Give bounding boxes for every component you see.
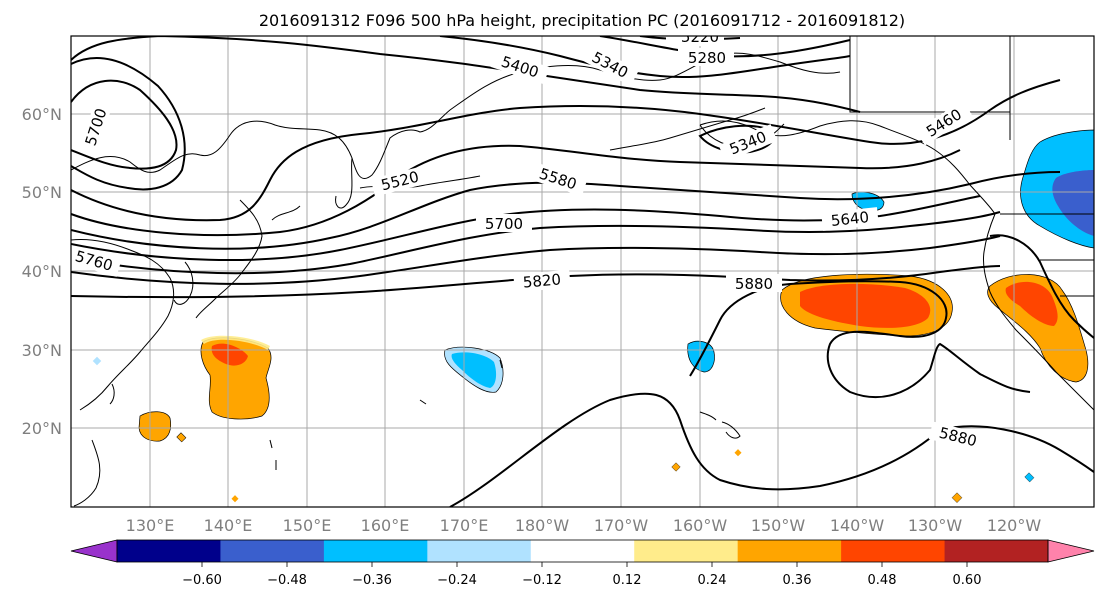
- precip-anomaly-central-pacific-negative-core: [451, 352, 497, 388]
- map-frame: [70, 35, 1095, 508]
- lon-label: 150°W: [751, 516, 806, 535]
- contour-5760: [71, 235, 1001, 285]
- lon-label: 140°E: [204, 516, 253, 535]
- contour-5700-west: [71, 57, 186, 191]
- contour-5580: [71, 171, 1061, 250]
- lon-label: 120°W: [987, 516, 1042, 535]
- lon-label: 140°W: [830, 516, 885, 535]
- colorbar-bin: [427, 540, 532, 562]
- precip-anomaly-us-west-coast: [987, 274, 1089, 383]
- contour-5640: [71, 195, 981, 262]
- colorbar-tick-label: 0.60: [953, 573, 982, 588]
- lon-label: 180°W: [515, 516, 570, 535]
- colorbar-tick-label: 0.48: [868, 573, 897, 588]
- colorbar-tick-label: −0.12: [522, 573, 562, 588]
- colorbar-extend-high: [1047, 539, 1095, 563]
- precip-anomaly-philippine-sea: [138, 411, 172, 442]
- lat-label: 20°N: [22, 419, 62, 438]
- contour-label: 5880: [735, 275, 773, 293]
- colorbar-bin: [220, 540, 325, 562]
- colorbar-tick-label: −0.48: [267, 573, 307, 588]
- colorbar-bin: [117, 540, 221, 562]
- colorbar: −0.60 −0.48 −0.36 −0.24 −0.12 0.12 0.24 …: [70, 539, 1095, 588]
- graticule: [71, 36, 1094, 507]
- colorbar-tick-label: −0.36: [352, 573, 392, 588]
- contour-label: 5700: [485, 215, 523, 233]
- lat-label: 60°N: [22, 105, 62, 124]
- colorbar-tick-label: −0.60: [182, 573, 222, 588]
- colorbar-ticks: [201, 562, 968, 567]
- lat-label: 40°N: [22, 262, 62, 281]
- precip-anomaly-west-pacific-core: [211, 343, 248, 366]
- contour-5880-east: [989, 234, 1094, 339]
- colorbar-tick-label: 0.36: [783, 573, 812, 588]
- contour-5340: [439, 36, 851, 79]
- lon-label: 130°W: [908, 516, 963, 535]
- contour-5880-main: [449, 392, 1094, 507]
- precip-anomaly-us-west-coast-core: [1005, 281, 1058, 326]
- precip-shading: [92, 129, 1094, 503]
- lat-label: 50°N: [22, 183, 62, 202]
- lon-label: 130°E: [126, 516, 175, 535]
- colorbar-bin: [841, 540, 946, 562]
- colorbar-bin: [737, 540, 842, 562]
- lon-label: 160°W: [673, 516, 728, 535]
- lon-label: 150°E: [283, 516, 332, 535]
- contour-label: 5220: [681, 28, 719, 46]
- colorbar-bin: [944, 540, 1049, 562]
- map-title: 2016091312 F096 500 hPa height, precipit…: [259, 11, 905, 30]
- lon-label: 160°E: [361, 516, 410, 535]
- contour-label: 5280: [688, 49, 726, 67]
- colorbar-tick-label: 0.12: [613, 573, 642, 588]
- lon-label: 170°E: [440, 516, 489, 535]
- precip-anomaly-pacific-northwest-core: [1052, 170, 1094, 236]
- colorbar-tick-label: 0.24: [698, 573, 727, 588]
- coastlines: [71, 36, 1094, 507]
- colorbar-tick-label: −0.24: [437, 573, 477, 588]
- lat-label: 30°N: [22, 341, 62, 360]
- latitude-labels: 60°N 50°N 40°N 30°N 20°N: [22, 105, 62, 438]
- contour-5520: [71, 144, 961, 237]
- precip-anomaly-west-pacific-edge: [201, 335, 270, 350]
- contour-5820: [71, 265, 1001, 299]
- contour-label: 5820: [522, 270, 562, 291]
- contour-label: 5640: [830, 208, 870, 230]
- colorbar-bin: [530, 540, 635, 562]
- lon-label: 170°W: [594, 516, 649, 535]
- longitude-labels: 130°E 140°E 150°E 160°E 170°E 180°W 170°…: [126, 516, 1042, 535]
- precip-anomaly-northeast-pacific-core: [800, 283, 931, 328]
- colorbar-extend-low: [70, 539, 118, 563]
- contour-5760-west: [71, 79, 178, 170]
- contour-5700: [71, 211, 1001, 275]
- colorbar-bin: [634, 540, 739, 562]
- colorbar-bin: [323, 540, 428, 562]
- precip-anomaly-gulf-of-alaska-negative: [851, 191, 885, 212]
